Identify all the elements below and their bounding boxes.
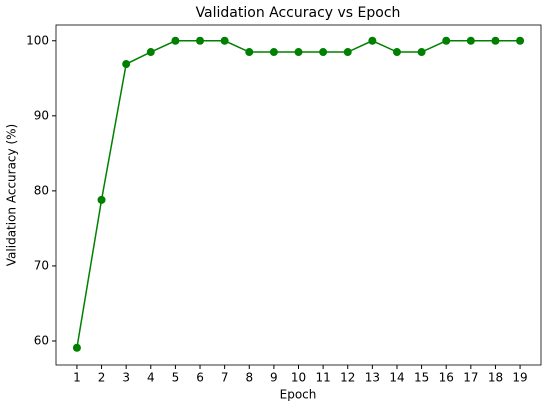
point xyxy=(294,48,303,57)
x-axis-label: Epoch xyxy=(280,388,317,402)
x-tick-label: 13 xyxy=(365,371,380,385)
point xyxy=(146,48,155,57)
point xyxy=(72,343,81,352)
y-axis-label: Validation Accuracy (%) xyxy=(5,124,19,266)
x-tick-label: 17 xyxy=(463,371,478,385)
x-tick-label: 7 xyxy=(221,371,229,385)
x-tick-label: 14 xyxy=(389,371,404,385)
point xyxy=(491,36,500,45)
point xyxy=(392,48,401,57)
y-tick-label: 100 xyxy=(26,33,49,47)
point xyxy=(196,36,205,45)
x-tick-label: 3 xyxy=(122,371,130,385)
point xyxy=(466,36,475,45)
x-tick-label: 10 xyxy=(291,371,306,385)
x-tick-label: 18 xyxy=(488,371,503,385)
y-tick-label: 70 xyxy=(34,258,49,272)
x-tick-label: 5 xyxy=(172,371,180,385)
point xyxy=(220,36,229,45)
line xyxy=(76,39,521,348)
x-tick-label: 6 xyxy=(196,371,204,385)
chart-title: Validation Accuracy vs Epoch xyxy=(196,5,401,21)
x-tick-label: 1 xyxy=(73,371,81,385)
point xyxy=(417,48,426,57)
point xyxy=(368,36,377,45)
x-tick-label: 2 xyxy=(98,371,106,385)
plot-frame xyxy=(55,24,542,366)
x-tick-label: 19 xyxy=(512,371,527,385)
point xyxy=(319,48,328,57)
point xyxy=(343,48,352,57)
x-tick-label: 11 xyxy=(315,371,330,385)
point xyxy=(122,60,131,69)
x-tick-label: 9 xyxy=(270,371,278,385)
y-tick-label: 90 xyxy=(34,108,49,122)
point xyxy=(171,36,180,45)
point xyxy=(269,48,278,57)
x-tick-label: 4 xyxy=(147,371,155,385)
point xyxy=(245,48,254,57)
point xyxy=(442,36,451,45)
y-tick-label: 60 xyxy=(34,333,49,347)
x-tick-label: 12 xyxy=(340,371,355,385)
point xyxy=(516,36,525,45)
y-tick-label: 80 xyxy=(34,183,49,197)
x-tick-label: 16 xyxy=(439,371,454,385)
x-tick-label: 8 xyxy=(245,371,253,385)
x-tick-label: 15 xyxy=(414,371,429,385)
point xyxy=(97,195,106,204)
